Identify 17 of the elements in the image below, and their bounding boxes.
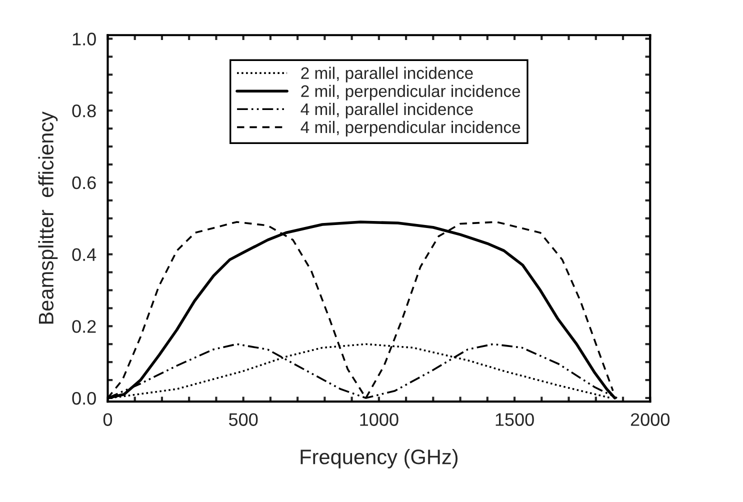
y-tick-label: 1.0 [72, 32, 96, 46]
y-tick-label: 0.0 [72, 392, 96, 405]
x-axis-title: Frequency (GHz) [300, 448, 458, 468]
y-tick-label: 0.4 [72, 248, 96, 262]
y-tick-label: 0.8 [72, 104, 96, 118]
y-tick-label: 0.2 [72, 320, 96, 333]
x-tick-label: 1500 [496, 413, 534, 426]
x-tick-label: 500 [228, 413, 258, 426]
x-tick-label: 1000 [360, 413, 398, 426]
x-tick-label: 0 [103, 413, 112, 426]
legend-label: 4 mil, perpendicular incidence [300, 120, 520, 136]
y-axis-title: Beamsplitter efficiency [38, 111, 58, 324]
legend-label: 4 mil, parallel incidence [300, 102, 473, 118]
y-tick-label: 0.6 [72, 176, 96, 190]
x-tick-label: 2000 [630, 413, 670, 426]
legend-label: 2 mil, perpendicular incidence [301, 84, 520, 100]
legend-label: 2 mil, parallel incidence [301, 66, 473, 82]
